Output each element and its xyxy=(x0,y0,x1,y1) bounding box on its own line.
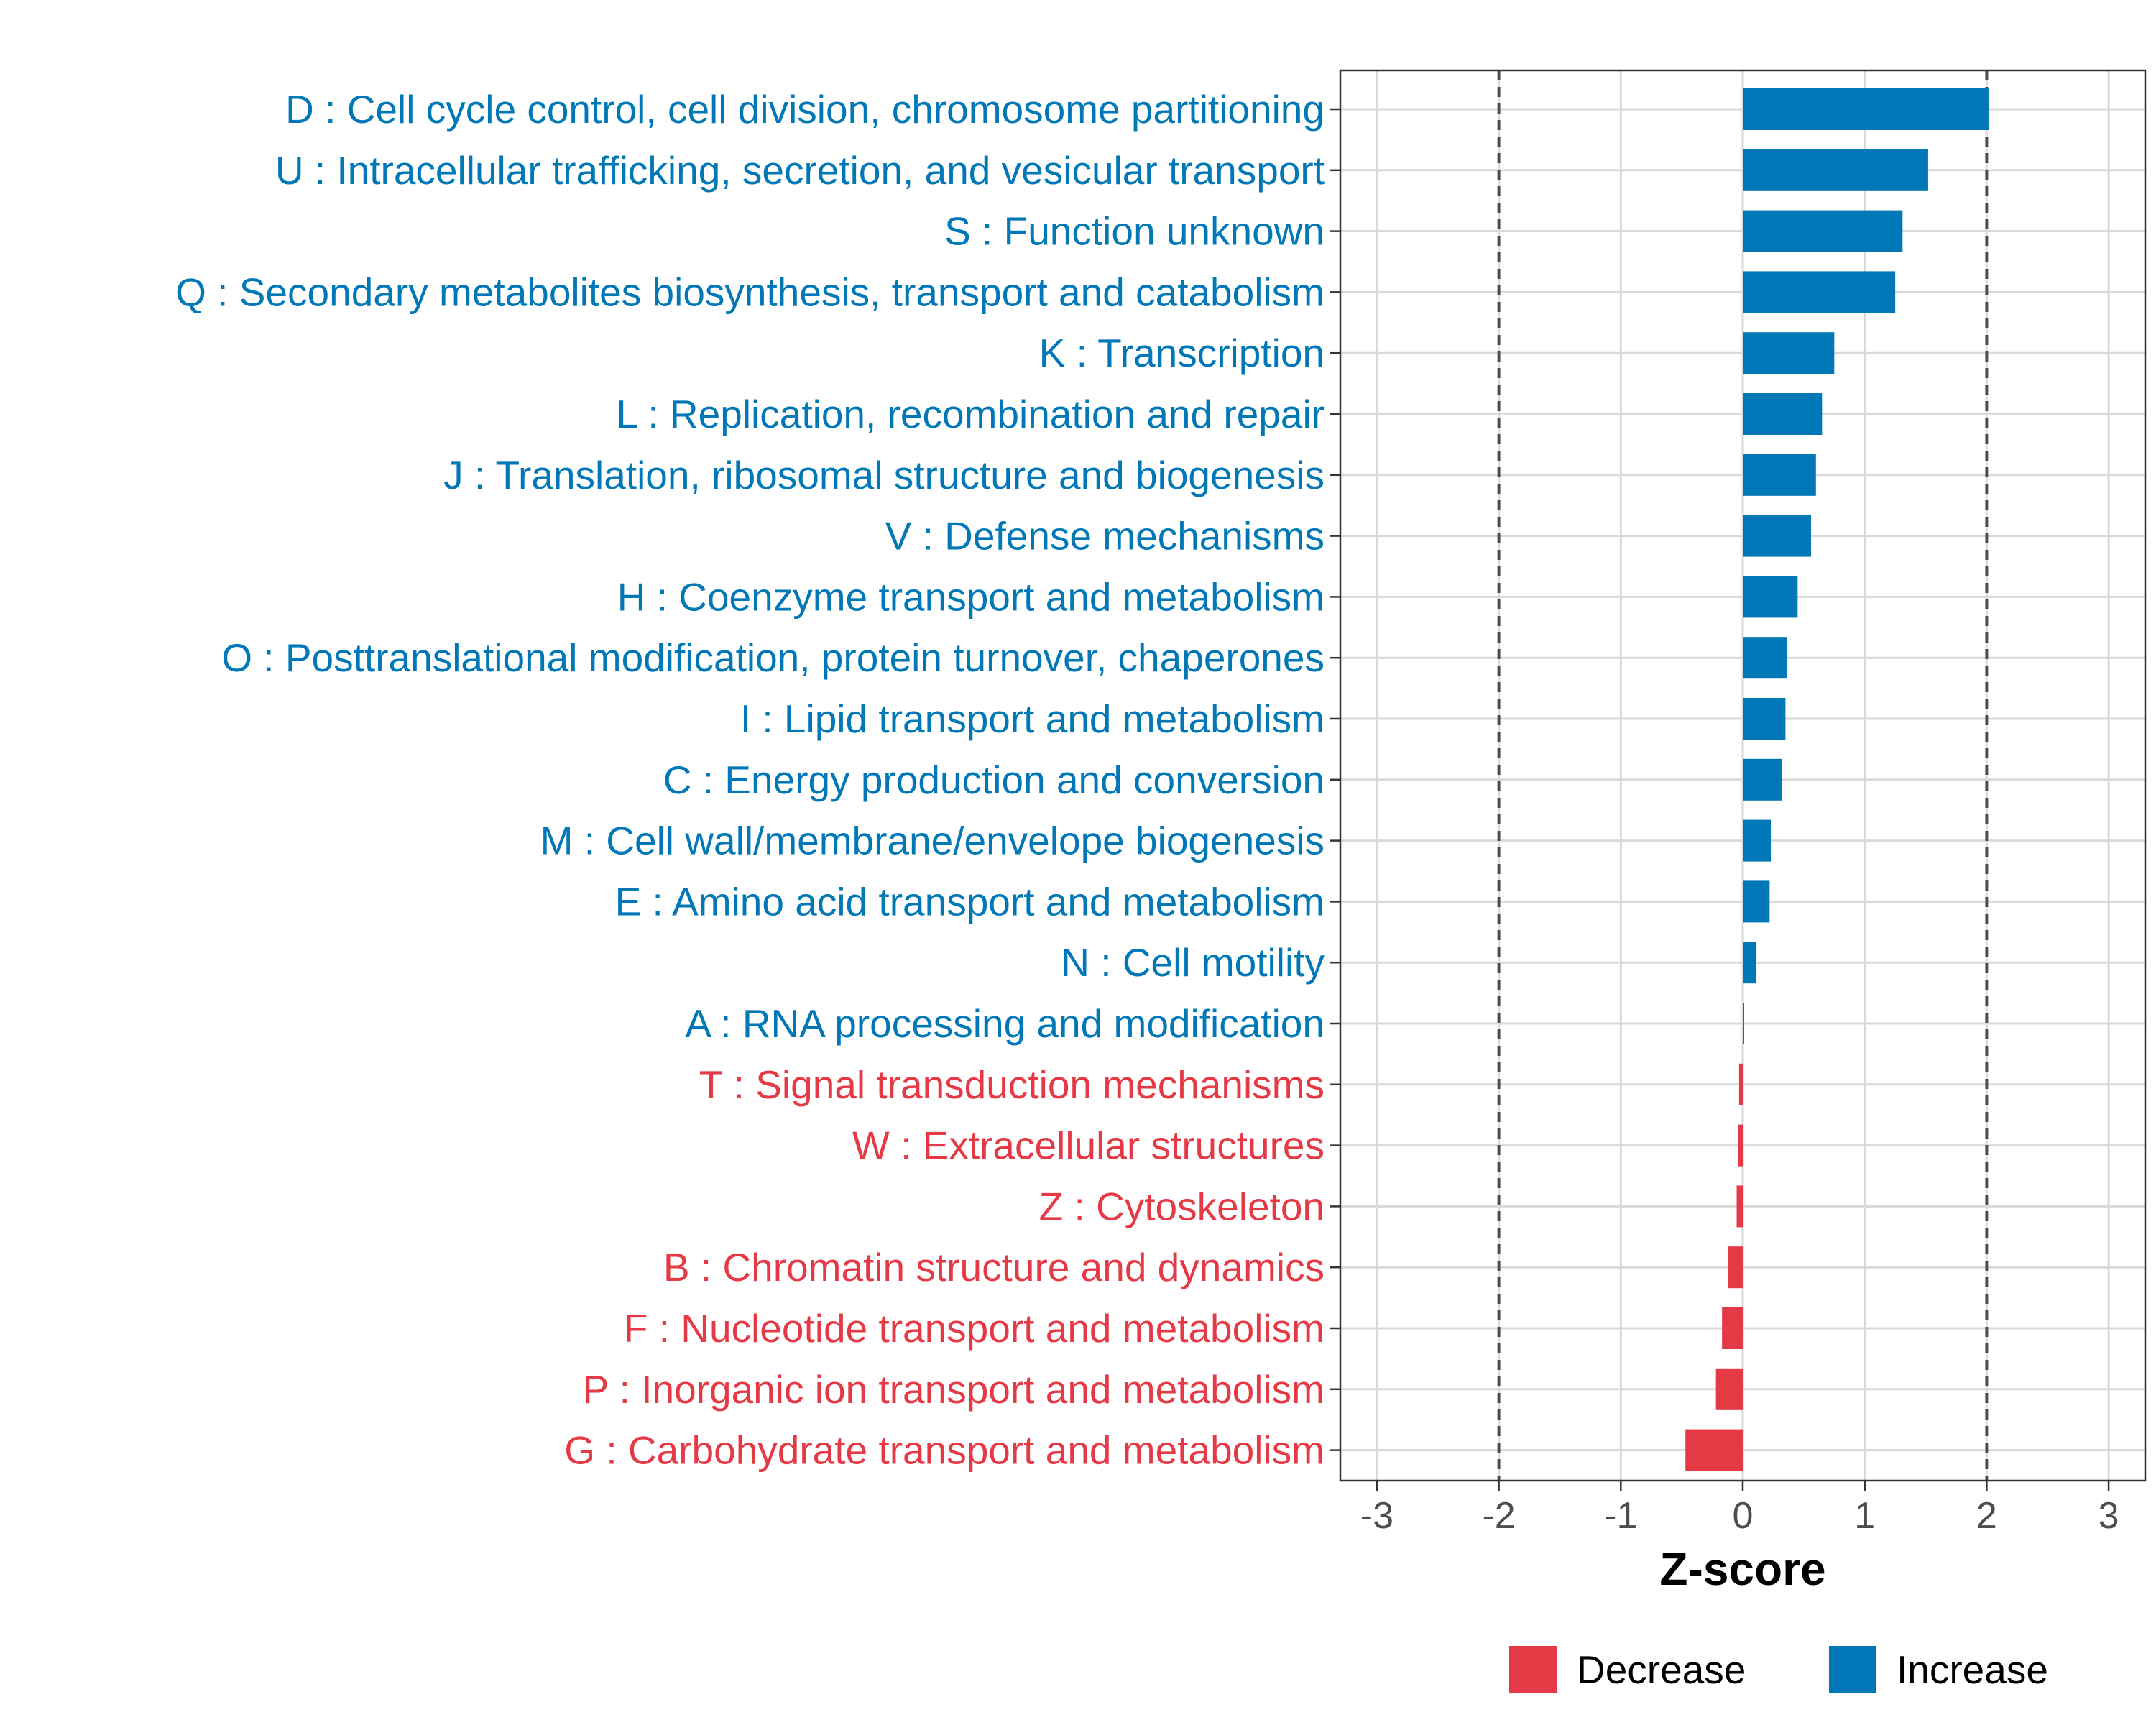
bar xyxy=(1743,637,1787,679)
bar xyxy=(1743,698,1786,740)
bar xyxy=(1743,758,1782,801)
x-tick-label: 0 xyxy=(1733,1495,1754,1537)
bar xyxy=(1743,393,1823,435)
x-tick-label: -1 xyxy=(1604,1495,1637,1537)
y-tick-label: H : Coenzyme transport and metabolism xyxy=(617,574,1325,619)
bar xyxy=(1722,1307,1743,1349)
y-tick-label: B : Chromatin structure and dynamics xyxy=(663,1245,1325,1289)
bar xyxy=(1738,1063,1743,1105)
legend-label: Decrease xyxy=(1577,1647,1746,1692)
y-tick-label: M : Cell wall/membrane/envelope biogenes… xyxy=(540,819,1325,863)
bar xyxy=(1743,1003,1744,1044)
legend-label: Increase xyxy=(1897,1647,2048,1692)
y-tick-label: L : Replication, recombination and repai… xyxy=(617,392,1325,436)
y-tick-label: O : Posttranslational modification, prot… xyxy=(221,635,1325,680)
bar xyxy=(1743,332,1835,374)
y-tick-label: W : Extracellular structures xyxy=(852,1123,1325,1168)
legend-swatch xyxy=(1509,1646,1557,1693)
bar xyxy=(1728,1246,1743,1289)
x-tick-label: 3 xyxy=(2099,1495,2119,1537)
y-tick-label: A : RNA processing and modification xyxy=(685,1001,1325,1046)
y-tick-label: E : Amino acid transport and metabolism xyxy=(615,879,1325,924)
y-tick-label: N : Cell motility xyxy=(1061,940,1325,985)
y-tick-label: P : Inorganic ion transport and metaboli… xyxy=(583,1367,1325,1412)
y-tick-label: G : Carbohydrate transport and metabolis… xyxy=(564,1428,1325,1473)
bar xyxy=(1743,271,1896,313)
bar xyxy=(1743,880,1770,923)
bar xyxy=(1743,88,1989,130)
y-tick-label: S : Function unknown xyxy=(944,209,1325,254)
y-tick-label: I : Lipid transport and metabolism xyxy=(740,696,1325,741)
legend-swatch xyxy=(1829,1646,1876,1693)
bar xyxy=(1743,942,1756,984)
bar xyxy=(1743,515,1812,557)
bar xyxy=(1738,1124,1743,1167)
x-tick-label: -3 xyxy=(1360,1495,1393,1537)
bar xyxy=(1743,454,1816,496)
x-tick-label: 2 xyxy=(1976,1495,1997,1537)
y-tick-label: F : Nucleotide transport and metabolism xyxy=(624,1306,1325,1351)
x-tick-label: -2 xyxy=(1482,1495,1515,1537)
y-tick-label: U : Intracellular trafficking, secretion… xyxy=(275,148,1325,193)
legend: Decrease Increase xyxy=(1509,1646,2048,1693)
y-tick-label: V : Defense mechanisms xyxy=(885,514,1325,558)
x-tick-label: 1 xyxy=(1854,1495,1875,1537)
x-axis-title: Z-score xyxy=(1659,1543,1825,1595)
y-axis: D : Cell cycle control, cell division, c… xyxy=(175,87,1340,1473)
bar xyxy=(1743,576,1798,618)
y-tick-label: T : Signal transduction mechanisms xyxy=(699,1062,1325,1107)
y-tick-label: D : Cell cycle control, cell division, c… xyxy=(285,87,1325,132)
bar xyxy=(1743,210,1903,252)
y-tick-label: Q : Secondary metabolites biosynthesis, … xyxy=(175,270,1325,314)
y-tick-label: J : Translation, ribosomal structure and… xyxy=(443,453,1325,497)
bar xyxy=(1715,1368,1743,1410)
bar xyxy=(1685,1429,1743,1471)
x-axis: -3 -2 -1 0 1 2 3 xyxy=(1360,1481,2119,1537)
y-tick-label: Z : Cytoskeleton xyxy=(1039,1184,1325,1228)
reference-lines xyxy=(1497,70,1989,1481)
y-tick-label: C : Energy production and conversion xyxy=(663,758,1325,802)
bar xyxy=(1743,819,1772,862)
bar xyxy=(1736,1185,1743,1228)
bar xyxy=(1743,149,1928,191)
y-tick-label: K : Transcription xyxy=(1039,331,1325,375)
bars xyxy=(1685,88,1989,1471)
